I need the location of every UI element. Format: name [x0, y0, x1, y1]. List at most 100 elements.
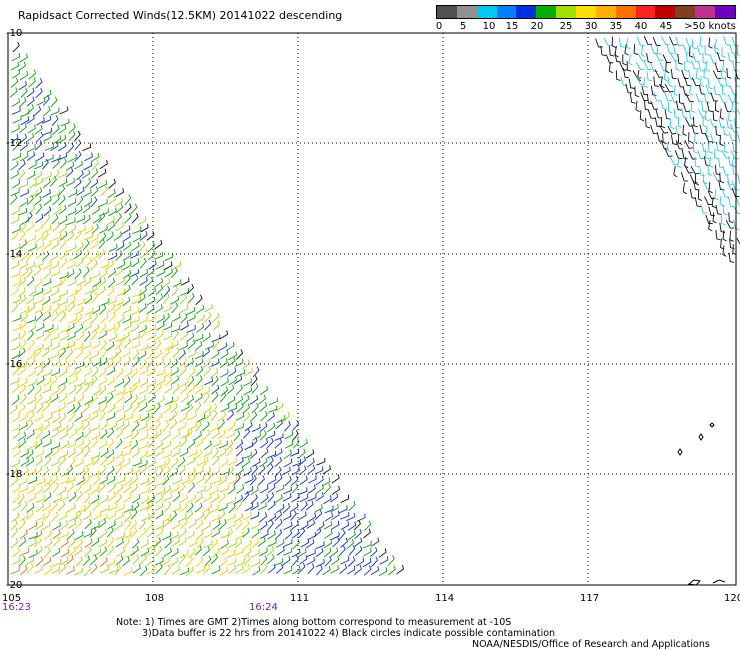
wind-barb [66, 565, 75, 575]
wind-barb [18, 169, 26, 181]
wind-barb [17, 493, 25, 505]
wind-barb [625, 83, 633, 94]
wind-barb [211, 467, 221, 477]
wind-barb [42, 224, 52, 234]
wind-barb [140, 495, 150, 505]
wind-barb [244, 486, 254, 495]
wind-barb [146, 379, 156, 388]
wind-barb [122, 531, 132, 540]
wind-barb [43, 171, 52, 181]
wind-barb [251, 520, 260, 530]
wind-barb [42, 94, 50, 106]
wind-barb [89, 284, 98, 295]
wind-barb [49, 324, 59, 334]
wind-barb [204, 303, 213, 313]
wind-barb [35, 449, 44, 458]
wind-barb [34, 465, 43, 475]
wind-barb [185, 509, 194, 521]
wind-barb [116, 288, 126, 297]
wind-barb [60, 548, 70, 558]
wind-barb [42, 311, 51, 322]
wind-barb [41, 420, 50, 431]
wind-barb [678, 93, 684, 105]
wind-barb [10, 215, 20, 225]
wind-barb [26, 276, 35, 287]
wind-barb [59, 158, 67, 169]
wind-barb [115, 404, 125, 413]
wind-barb [154, 239, 163, 250]
legend-swatch [556, 6, 577, 18]
wind-barb [154, 304, 163, 314]
wind-barb [251, 458, 261, 468]
wind-barb [202, 347, 210, 358]
wind-barb [153, 402, 161, 414]
wind-barb [74, 150, 82, 162]
wind-barb [92, 475, 101, 486]
wind-barb [626, 38, 631, 50]
wind-barb [35, 331, 45, 340]
wind-barb [84, 225, 94, 235]
wind-barb [698, 84, 706, 95]
wind-barb [228, 502, 236, 514]
wind-barb [59, 271, 69, 280]
wind-barb [98, 376, 107, 386]
wind-barb [233, 474, 241, 485]
wind-barb [98, 180, 107, 189]
wind-barb [99, 475, 108, 485]
wind-barb [106, 393, 114, 404]
wind-barb [162, 514, 172, 523]
wind-barb [180, 330, 188, 341]
wind-barb [132, 466, 141, 476]
wind-barb [202, 456, 209, 468]
wind-barb [19, 393, 27, 405]
wind-barb [682, 124, 687, 137]
lon-label-114: 114 [435, 593, 454, 604]
wind-barb [44, 143, 54, 151]
wind-barb [249, 474, 257, 486]
wind-barb [91, 152, 100, 162]
wind-barb [106, 366, 116, 376]
wind-barb [267, 475, 277, 485]
wind-barb [715, 229, 721, 241]
wind-barb [83, 350, 91, 361]
wind-barb [67, 301, 76, 313]
wind-barb [628, 54, 633, 66]
legend-label-25: 25 [559, 21, 573, 32]
wind-barb [378, 567, 388, 577]
wind-barb [130, 203, 138, 215]
wind-barb [659, 83, 668, 93]
wind-barb [219, 566, 228, 576]
wind-barb [704, 110, 710, 122]
wind-barb [11, 383, 20, 394]
wind-barb [76, 169, 84, 181]
wind-barb [186, 332, 195, 343]
wind-barb [106, 545, 115, 556]
wind-barb [42, 557, 52, 566]
wind-barb [44, 538, 53, 549]
legend-swatch [536, 6, 557, 18]
wind-barb [25, 556, 35, 565]
wind-barb [130, 527, 138, 538]
wind-barb [211, 391, 219, 403]
wind-barb [43, 133, 52, 142]
wind-barb [60, 332, 69, 341]
wind-barb [170, 548, 179, 558]
wind-barb [139, 230, 148, 241]
wind-barb [75, 556, 83, 567]
wind-barb [82, 266, 90, 278]
wind-barb [297, 448, 306, 459]
wind-barb [655, 108, 663, 119]
wind-barb [728, 252, 735, 263]
wind-barb [10, 476, 19, 487]
wind-barb [107, 277, 116, 289]
wind-barb [43, 195, 52, 206]
wind-barb [194, 449, 203, 460]
wind-barb [220, 349, 229, 360]
wind-barb [50, 332, 60, 341]
wind-barb [694, 156, 700, 168]
wind-barb [348, 544, 356, 556]
wind-barb [370, 537, 380, 547]
wind-barb [138, 315, 148, 325]
wind-barb [212, 338, 220, 350]
